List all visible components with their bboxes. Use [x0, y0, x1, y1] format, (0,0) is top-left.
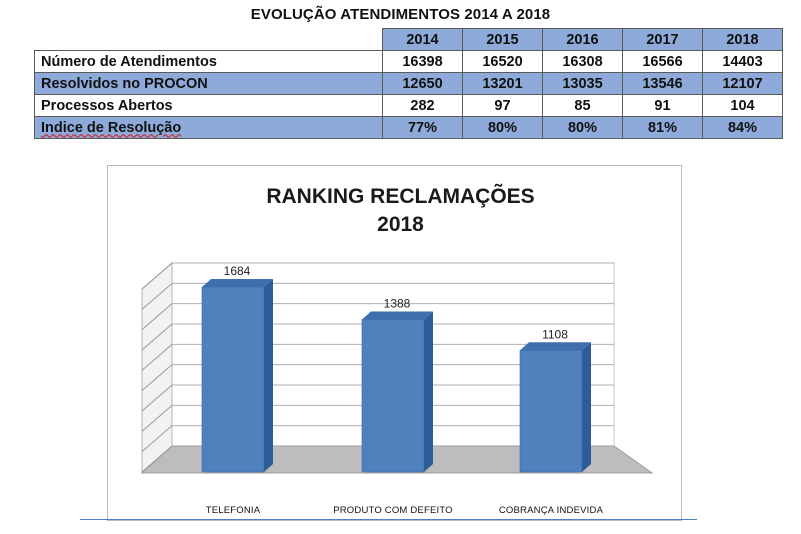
table-cell: 16398	[382, 50, 463, 73]
data-label: 1388	[384, 297, 411, 311]
table-cell: 80%	[462, 116, 543, 139]
side-gridline	[141, 384, 173, 412]
table-cell: 77%	[382, 116, 463, 139]
side-gridline	[141, 262, 173, 290]
table-title: EVOLUÇÃO ATENDIMENTOS 2014 A 2018	[250, 6, 551, 23]
table-cell: 13546	[622, 72, 703, 95]
chart-title: RANKING RECLAMAÇÕES 2018	[0, 183, 801, 239]
table-cell: 282	[382, 94, 463, 117]
bar-side	[264, 279, 273, 472]
bar	[361, 319, 425, 473]
chart-title-line1: RANKING RECLAMAÇÕES	[266, 185, 535, 208]
table-cell: 81%	[622, 116, 703, 139]
table-cell: 84%	[702, 116, 783, 139]
category-label: COBRANÇA INDEVIDA	[499, 505, 604, 516]
table-cell: 80%	[542, 116, 623, 139]
bar	[519, 349, 583, 473]
side-gridline	[141, 364, 173, 392]
table-cell: 12650	[382, 72, 463, 95]
year-header: 2018	[702, 28, 783, 51]
side-gridline	[141, 425, 173, 453]
table-cell: 12107	[702, 72, 783, 95]
row-label: Número de Atendimentos	[34, 50, 383, 73]
bar	[201, 286, 265, 473]
category-label: TELEFONIA	[206, 505, 261, 516]
bar-top	[202, 279, 273, 287]
table-cell: 85	[542, 94, 623, 117]
year-header: 2015	[462, 28, 543, 51]
side-gridline	[141, 404, 173, 432]
table-row: Processos Abertos 282 97 85 91 104	[34, 94, 783, 117]
table-cell: 16520	[462, 50, 543, 73]
chart-title-line2: 2018	[377, 213, 424, 236]
statistics-table: 2014 2015 2016 2017 2018 Número de Atend…	[34, 28, 783, 139]
side-gridline	[141, 323, 173, 351]
data-label: 1684	[224, 264, 251, 278]
year-header: 2016	[542, 28, 623, 51]
table-header-row: 2014 2015 2016 2017 2018	[35, 28, 783, 51]
table-row: Indice de Resolução 77% 80% 80% 81% 84%	[34, 116, 783, 139]
side-gridline	[141, 282, 173, 310]
table-cell: 16308	[542, 50, 623, 73]
side-gridline	[141, 343, 173, 371]
bar-top	[362, 311, 433, 320]
table-row: Resolvidos no PROCON 12650 13201 13035 1…	[34, 72, 783, 95]
row-label-text: Indice de Resolução	[41, 119, 182, 136]
table-row: Número de Atendimentos 16398 16520 16308…	[34, 50, 783, 73]
side-gridline	[141, 303, 173, 331]
category-label: PRODUTO COM DEFEITO	[333, 505, 453, 516]
bar-top	[520, 342, 591, 351]
table-cell: 13035	[542, 72, 623, 95]
row-label: Resolvidos no PROCON	[34, 72, 383, 95]
table-cell: 97	[462, 94, 543, 117]
bar-side	[582, 342, 591, 472]
bar-side	[424, 311, 433, 472]
bottom-divider	[80, 519, 697, 520]
table-cell: 13201	[462, 72, 543, 95]
year-header: 2014	[382, 28, 463, 51]
table-cell: 14403	[702, 50, 783, 73]
row-label: Indice de Resolução	[34, 116, 383, 139]
data-label: 1108	[542, 327, 568, 341]
